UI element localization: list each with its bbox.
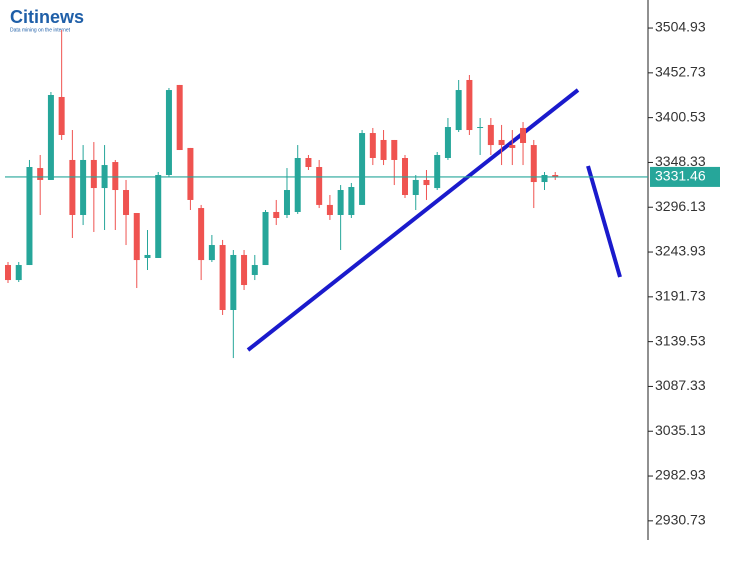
y-tick-label: 3191.73 xyxy=(655,288,706,304)
candle-body xyxy=(165,90,172,175)
y-tick-label: 3243.93 xyxy=(655,243,706,259)
candle-body xyxy=(69,159,76,215)
candle-body xyxy=(230,254,237,310)
candle-body xyxy=(283,190,290,215)
y-tick-label: 3348.33 xyxy=(655,153,706,169)
candle-body xyxy=(509,145,516,148)
candle-body xyxy=(80,159,87,215)
candle-body xyxy=(423,179,430,186)
y-tick-label: 3296.13 xyxy=(655,198,706,214)
candle-body xyxy=(326,204,333,215)
y-tick-label: 3504.93 xyxy=(655,19,706,35)
candle-body xyxy=(58,96,65,135)
candle-body xyxy=(380,139,387,160)
trend-line xyxy=(246,88,580,352)
candle-body xyxy=(47,95,54,180)
candle-body xyxy=(337,190,344,215)
y-tick-label: 3035.13 xyxy=(655,422,706,438)
candle-body xyxy=(369,133,376,159)
candle-body xyxy=(241,254,248,286)
candle-body xyxy=(391,139,398,160)
candle-body xyxy=(262,211,269,266)
candle-body xyxy=(487,124,494,146)
candle-body xyxy=(133,213,140,261)
candle-body xyxy=(412,179,419,195)
candle-body xyxy=(316,167,323,205)
y-tick-label: 3139.53 xyxy=(655,332,706,348)
projection-line xyxy=(586,165,622,278)
y-tick-label: 3087.33 xyxy=(655,377,706,393)
y-tick-label: 3452.73 xyxy=(655,64,706,80)
candle-body xyxy=(294,158,301,212)
candle-body xyxy=(552,174,559,177)
candle-body xyxy=(198,208,205,261)
candle-body xyxy=(112,162,119,191)
candle-body xyxy=(498,139,505,146)
candle-body xyxy=(208,245,215,261)
candle-body xyxy=(251,265,258,275)
candle-body xyxy=(305,158,312,168)
logo-tagline: Data mining on the internet xyxy=(10,27,71,33)
logo: Citinews Data mining on the internet xyxy=(10,7,84,34)
y-tick-label: 2982.93 xyxy=(655,467,706,483)
candle-body xyxy=(348,187,355,215)
candle-body xyxy=(541,174,548,183)
last-price-label: 3331.46 xyxy=(655,168,706,184)
candle-body xyxy=(37,168,44,180)
logo-brand: Citinews xyxy=(10,7,84,27)
candle-body xyxy=(530,145,537,183)
candle-body xyxy=(15,265,22,281)
candle-body xyxy=(26,167,33,266)
candle-body xyxy=(123,190,130,215)
candle-body xyxy=(155,174,162,258)
last-price-box xyxy=(650,166,720,187)
y-tick-label: 3400.53 xyxy=(655,108,706,124)
candle-body xyxy=(466,79,473,131)
candle-body xyxy=(273,211,280,218)
candle-body xyxy=(90,159,97,189)
candle-body xyxy=(434,154,441,189)
candle-body xyxy=(219,245,226,310)
candle-body xyxy=(187,147,194,200)
candle-body xyxy=(444,127,451,159)
candle-body xyxy=(144,254,151,258)
candle-body xyxy=(359,133,366,205)
candle-body xyxy=(5,265,11,281)
candle-body xyxy=(455,90,462,131)
y-tick-label: 2930.73 xyxy=(655,512,706,528)
candle-body xyxy=(520,127,527,143)
candle-body xyxy=(477,127,484,129)
candle-body xyxy=(176,84,183,151)
